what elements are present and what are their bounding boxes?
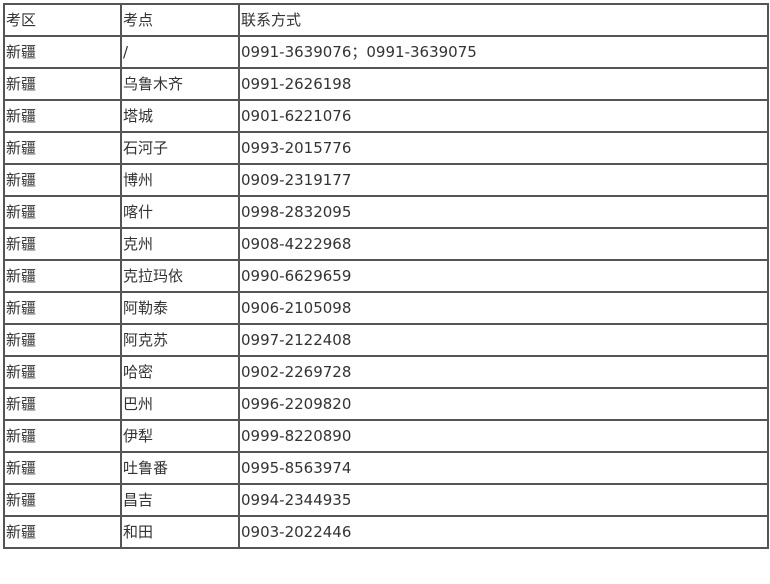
cell-contact: 0908-4222968 xyxy=(238,227,769,261)
table-row: 新疆 阿克苏 0997-2122408 xyxy=(3,323,769,357)
cell-exam-area: 新疆 xyxy=(3,227,122,261)
header-exam-area: 考区 xyxy=(3,3,122,37)
header-contact: 联系方式 xyxy=(238,3,769,37)
table-row: 新疆 塔城 0901-6221076 xyxy=(3,99,769,133)
cell-contact: 0998-2832095 xyxy=(238,195,769,229)
cell-exam-area: 新疆 xyxy=(3,515,122,549)
cell-exam-site: 石河子 xyxy=(120,131,240,165)
table-row: 新疆/0991-3639076；0991-3639075 xyxy=(3,35,769,69)
cell-contact: 0903-2022446 xyxy=(238,515,769,549)
cell-contact: 0901-6221076 xyxy=(238,99,769,133)
table-row: 新疆 博州 0909-2319177 xyxy=(3,163,769,197)
cell-exam-area: 新疆 xyxy=(3,35,122,69)
cell-exam-area: 新疆 xyxy=(3,131,122,165)
cell-exam-site: 乌鲁木齐 xyxy=(120,67,240,101)
cell-exam-site: / xyxy=(120,35,240,69)
cell-exam-site: 阿勒泰 xyxy=(120,291,240,325)
table-row: 新疆 克州 0908-4222968 xyxy=(3,227,769,261)
cell-exam-area: 新疆 xyxy=(3,259,122,293)
table-row: 新疆 伊犁 0999-8220890 xyxy=(3,419,769,453)
cell-exam-area: 新疆 xyxy=(3,483,122,517)
cell-contact: 0906-2105098 xyxy=(238,291,769,325)
cell-exam-area: 新疆 xyxy=(3,163,122,197)
cell-contact: 0991-2626198 xyxy=(238,67,769,101)
cell-exam-site: 喀什 xyxy=(120,195,240,229)
cell-contact: 0996-2209820 xyxy=(238,387,769,421)
table-row: 新疆 阿勒泰 0906-2105098 xyxy=(3,291,769,325)
table-header-row: 考区 考点 联系方式 xyxy=(3,3,769,37)
cell-exam-area: 新疆 xyxy=(3,355,122,389)
table-row: 新疆 喀什 0998-2832095 xyxy=(3,195,769,229)
cell-exam-area: 新疆 xyxy=(3,195,122,229)
cell-contact: 0997-2122408 xyxy=(238,323,769,357)
cell-exam-site: 哈密 xyxy=(120,355,240,389)
cell-exam-area: 新疆 xyxy=(3,387,122,421)
cell-exam-area: 新疆 xyxy=(3,419,122,453)
contact-table: 考区 考点 联系方式 新疆/0991-3639076；0991-3639075 新… xyxy=(3,3,769,549)
cell-exam-area: 新疆 xyxy=(3,291,122,325)
cell-contact: 0909-2319177 xyxy=(238,163,769,197)
cell-contact: 0994-2344935 xyxy=(238,483,769,517)
cell-exam-site: 塔城 xyxy=(120,99,240,133)
cell-exam-site: 克拉玛依 xyxy=(120,259,240,293)
table-row: 新疆 乌鲁木齐 0991-2626198 xyxy=(3,67,769,101)
cell-exam-area: 新疆 xyxy=(3,99,122,133)
cell-contact: 0993-2015776 xyxy=(238,131,769,165)
table-row: 新疆 吐鲁番 0995-8563974 xyxy=(3,451,769,485)
table-row: 新疆 巴州 0996-2209820 xyxy=(3,387,769,421)
cell-exam-site: 阿克苏 xyxy=(120,323,240,357)
cell-contact: 0902-2269728 xyxy=(238,355,769,389)
cell-contact: 0990-6629659 xyxy=(238,259,769,293)
cell-contact: 0991-3639076；0991-3639075 xyxy=(238,35,769,69)
cell-exam-site: 吐鲁番 xyxy=(120,451,240,485)
cell-exam-site: 巴州 xyxy=(120,387,240,421)
table-row: 新疆 和田 0903-2022446 xyxy=(3,515,769,549)
cell-contact: 0995-8563974 xyxy=(238,451,769,485)
header-exam-site: 考点 xyxy=(120,3,240,37)
cell-contact: 0999-8220890 xyxy=(238,419,769,453)
cell-exam-site: 伊犁 xyxy=(120,419,240,453)
cell-exam-area: 新疆 xyxy=(3,323,122,357)
table-row: 新疆 哈密 0902-2269728 xyxy=(3,355,769,389)
cell-exam-site: 昌吉 xyxy=(120,483,240,517)
table-row: 新疆 石河子 0993-2015776 xyxy=(3,131,769,165)
cell-exam-area: 新疆 xyxy=(3,451,122,485)
table-row: 新疆 克拉玛依 0990-6629659 xyxy=(3,259,769,293)
cell-exam-site: 克州 xyxy=(120,227,240,261)
table-row: 新疆 昌吉 0994-2344935 xyxy=(3,483,769,517)
cell-exam-site: 和田 xyxy=(120,515,240,549)
cell-exam-area: 新疆 xyxy=(3,67,122,101)
cell-exam-site: 博州 xyxy=(120,163,240,197)
